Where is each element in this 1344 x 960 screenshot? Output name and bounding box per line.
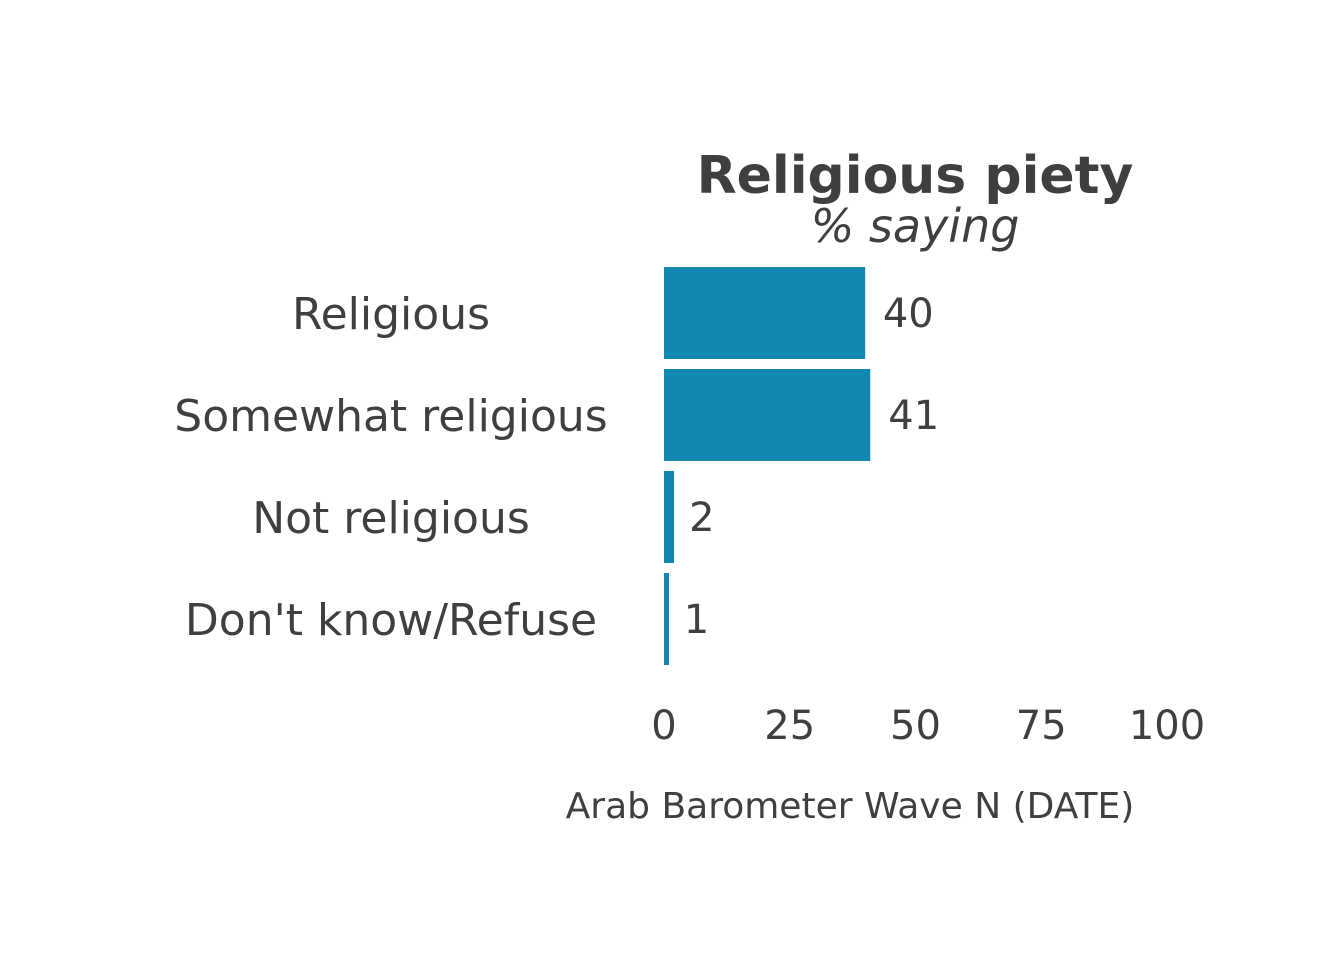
value-label: 1 xyxy=(684,597,709,643)
x-axis-title: Arab Barometer Wave N (DATE) xyxy=(566,786,1135,827)
category-label: Not religious xyxy=(252,493,530,544)
value-label: 41 xyxy=(888,393,939,439)
value-label: 40 xyxy=(883,291,934,337)
x-axis-ticks: 0 25 50 75 100 xyxy=(651,703,1205,749)
chart-title: Religious piety xyxy=(697,146,1134,206)
value-label: 2 xyxy=(689,495,714,541)
x-tick-label: 0 xyxy=(651,703,676,749)
category-label: Somewhat religious xyxy=(174,391,607,442)
bar xyxy=(664,267,866,359)
chart-subtitle: % saying xyxy=(811,199,1020,253)
x-tick-label: 100 xyxy=(1129,703,1205,749)
category-label: Don't know/Refuse xyxy=(185,595,597,646)
category-label: Religious xyxy=(292,289,490,340)
x-tick-label: 25 xyxy=(764,703,815,749)
x-tick-label: 75 xyxy=(1016,703,1067,749)
bar xyxy=(664,471,675,563)
bar xyxy=(664,573,670,665)
bars-group: Religious 40 Somewhat religious 41 Not relig… xyxy=(174,267,939,665)
x-tick-label: 50 xyxy=(890,703,941,749)
bar xyxy=(664,369,871,461)
